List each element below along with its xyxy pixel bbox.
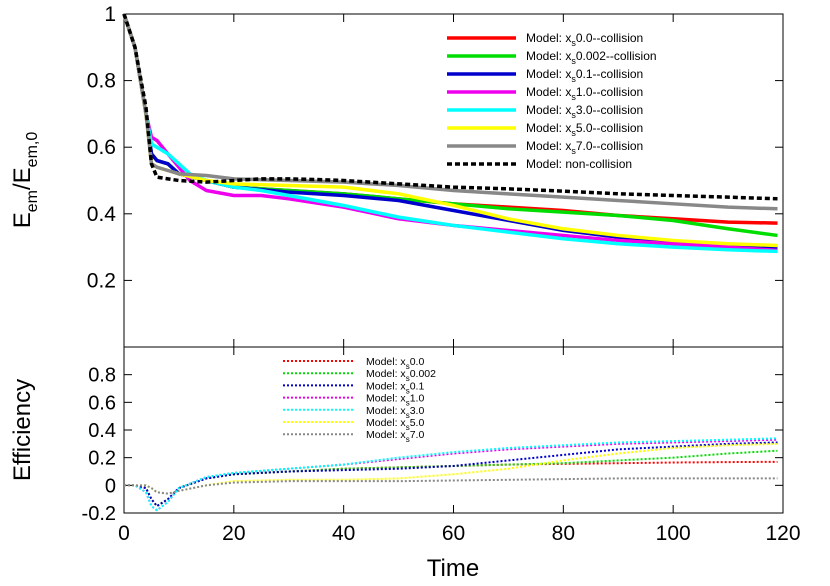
y-tick-label: 0.8 — [87, 70, 116, 93]
y-tick-label: 0.6 — [87, 136, 116, 159]
y-tick-label: 0.4 — [88, 420, 116, 442]
series-line-1-3 — [124, 438, 778, 512]
legend-label: Model: xs5.0 — [366, 417, 424, 432]
top-panel-series — [122, 13, 778, 254]
y-tick-label: 0.2 — [87, 269, 116, 292]
y-tick-label: 0.8 — [88, 365, 116, 387]
series-line-1-5 — [124, 442, 778, 495]
bottom-panel-ticks: -0.200.20.40.60.80 20 40 60 80 100 120 — [82, 347, 801, 545]
series-line-0-2 — [122, 13, 778, 250]
bottom-panel-series — [124, 437, 778, 512]
legend-label: Model: xs5.0--collision — [526, 121, 643, 138]
y-tick-label: 0.2 — [88, 448, 116, 470]
series-line-0-4 — [122, 13, 778, 254]
legend-label: Model: non-collision — [526, 157, 632, 171]
legend-label: Model: xs0.0 — [366, 356, 424, 371]
series-line-1-0 — [124, 460, 778, 508]
legend-label: Model: xs1.0--collision — [526, 85, 643, 102]
bottom-y-axis-label: Efficiency — [9, 379, 36, 481]
x-tick-label: 120 — [765, 522, 800, 545]
series-line-0-1 — [122, 13, 778, 238]
x-tick-label: 0 — [118, 522, 130, 545]
series-line-1-4 — [124, 437, 778, 512]
legend-label: Model: xs0.002 — [366, 368, 436, 383]
x-tick-label: 40 — [332, 522, 355, 545]
legend-label: Model: xs1.0 — [366, 393, 424, 408]
y-tick-label: 0.6 — [88, 392, 116, 414]
x-tick-label: 80 — [552, 522, 575, 545]
legend-label: Model: xs3.0 — [366, 405, 424, 420]
legend-label: Model: xs3.0--collision — [526, 103, 643, 120]
series-line-0-7 — [122, 13, 778, 201]
x-tick-label: 20 — [222, 522, 245, 545]
legend-label: Model: xs0.0--collision — [526, 31, 643, 48]
legend-label: Model: xs0.1--collision — [526, 67, 643, 84]
series-line-1-6 — [124, 477, 778, 495]
x-tick-label: 60 — [442, 522, 465, 545]
legend-label: Model: xs7.0 — [366, 429, 424, 444]
series-line-0-3 — [122, 13, 778, 253]
series-line-1-1 — [124, 449, 778, 508]
legend-label: Model: xs0.002--collision — [526, 49, 657, 66]
y-tick-label: 1 — [104, 3, 116, 26]
legend-label: Model: xs0.1 — [366, 380, 424, 395]
y-tick-label: 0.4 — [87, 203, 117, 226]
top-y-axis-label: Eem/Eem,0 — [9, 132, 41, 229]
legend-label: Model: xs7.0--collision — [526, 139, 643, 156]
y-tick-label: -0.2 — [82, 503, 116, 525]
top-panel-ticks: 0.2 0.4 0.6 0.8 1 — [87, 3, 784, 347]
x-axis-label: Time — [427, 555, 479, 581]
y-tick-label: 0 — [105, 475, 116, 497]
bottom-panel-frame — [123, 346, 784, 514]
x-tick-label: 100 — [656, 522, 691, 545]
